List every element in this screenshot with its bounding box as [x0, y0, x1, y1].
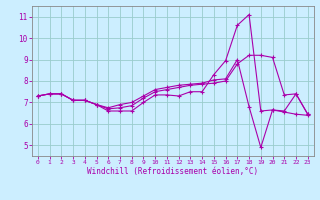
X-axis label: Windchill (Refroidissement éolien,°C): Windchill (Refroidissement éolien,°C) — [87, 167, 258, 176]
